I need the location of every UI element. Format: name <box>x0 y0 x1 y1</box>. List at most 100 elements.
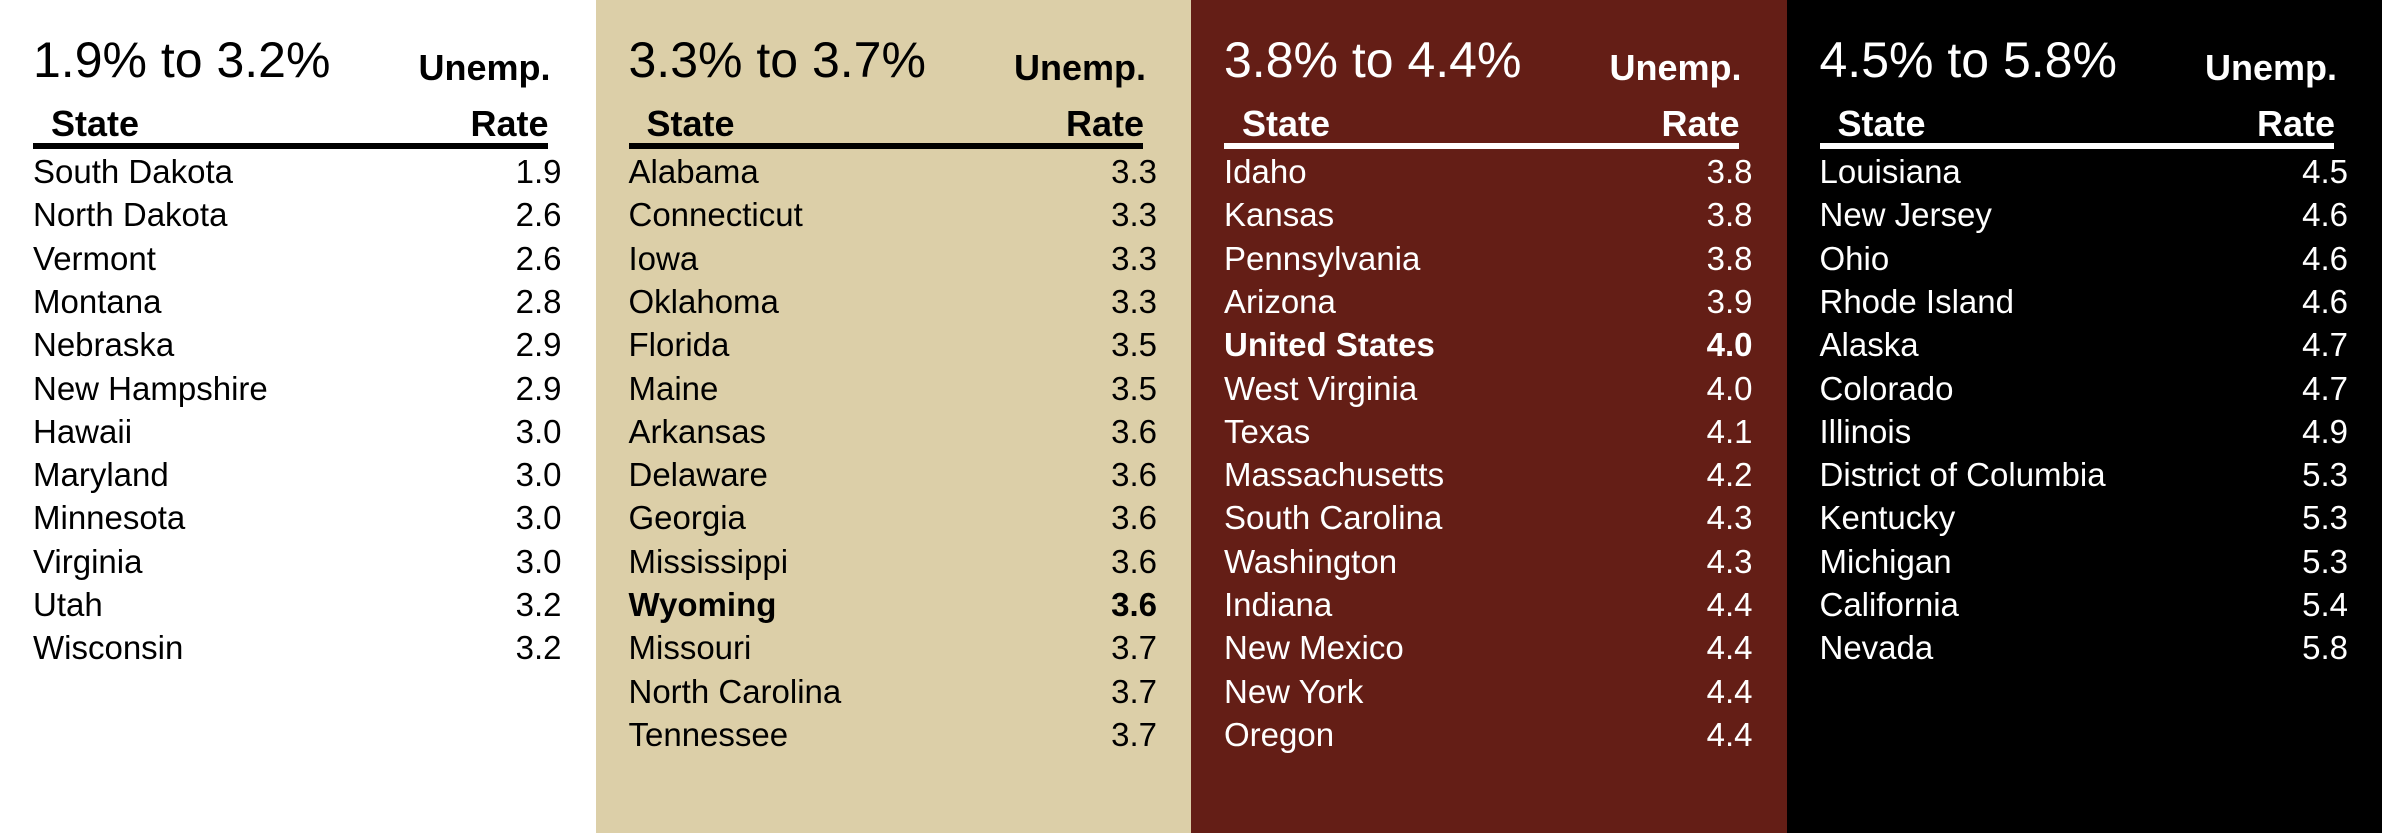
table-row: Kansas 3.8 <box>1224 193 1753 236</box>
range-panel-2: 3.3% to 3.7% Unemp. State Rate Alabama 3.3 Con… <box>595 0 1191 833</box>
rate-value: 3.3 <box>1111 153 1157 190</box>
rate-value: 2.9 <box>515 369 562 407</box>
header-rule <box>33 143 548 149</box>
rate-value: 2.8 <box>515 282 562 320</box>
state-name: Illinois <box>1819 412 1912 450</box>
rate-value: 4.6 <box>2302 239 2348 277</box>
rate-value: 3.0 <box>515 542 562 580</box>
rate-value: 4.4 <box>1706 629 1753 667</box>
state-column-header: State <box>51 103 140 144</box>
range-panel-1: 1.9% to 3.2% Unemp. State Rate South Dakota 1… <box>0 0 596 833</box>
table-row: Pennsylvania 3.8 <box>1224 237 1753 280</box>
rate-value: 3.2 <box>515 629 562 667</box>
table-row: New York 4.4 <box>1224 670 1753 713</box>
range-title: 3.8% to 4.4% <box>1224 32 1522 88</box>
rate-value: 2.6 <box>515 239 562 277</box>
table-row: West Virginia 4.0 <box>1224 367 1753 410</box>
table-row: Idaho 3.8 <box>1224 150 1753 193</box>
rate-value: 1.9 <box>515 153 562 190</box>
header-rule <box>1224 143 1739 149</box>
table-row: Missouri 3.7 <box>629 626 1158 669</box>
table-row: District of Columbia 5.3 <box>1820 453 2349 496</box>
table-row: Arizona 3.9 <box>1224 280 1753 323</box>
state-name: Rhode Island <box>1819 282 2014 320</box>
table-row: Virginia 3.0 <box>33 540 562 583</box>
rate-value: 3.8 <box>1706 239 1753 277</box>
state-name: Arizona <box>1224 282 1336 320</box>
rate-value: 3.3 <box>1111 239 1157 277</box>
state-name: New York <box>1224 672 1364 710</box>
table-row: North Carolina 3.7 <box>629 670 1158 713</box>
range-title: 3.3% to 3.7% <box>628 32 926 88</box>
state-name: Massachusetts <box>1224 456 1445 494</box>
table-row: Iowa 3.3 <box>629 237 1158 280</box>
table-row: Rhode Island 4.6 <box>1820 280 2349 323</box>
state-name: Texas <box>1224 412 1311 450</box>
state-name: Washington <box>1224 542 1398 580</box>
rate-column-header: Rate <box>1661 103 1740 144</box>
table-row: New Hampshire 2.9 <box>33 367 562 410</box>
table-row: Wyoming 3.6 <box>629 583 1158 626</box>
table-row: Tennessee 3.7 <box>629 713 1158 756</box>
rate-value: 4.5 <box>2302 153 2348 190</box>
rate-value: 4.7 <box>2302 369 2348 407</box>
rate-value: 4.7 <box>2302 326 2348 364</box>
rate-value: 3.0 <box>515 499 562 537</box>
state-name: West Virginia <box>1224 369 1418 407</box>
state-name: Delaware <box>628 456 768 494</box>
state-name: Louisiana <box>1819 153 1961 190</box>
state-name: California <box>1819 586 1959 623</box>
table-row: Delaware 3.6 <box>629 453 1158 496</box>
rate-value: 4.6 <box>2302 282 2348 320</box>
state-name: Oregon <box>1224 715 1335 753</box>
rate-value: 3.6 <box>1111 412 1157 450</box>
range-panel-4: 4.5% to 5.8% Unemp. State Rate Louisiana 4.5 N… <box>1786 0 2382 833</box>
table-row: Indiana 4.4 <box>1224 583 1753 626</box>
range-title: 1.9% to 3.2% <box>33 32 331 88</box>
rate-value: 4.0 <box>1706 369 1753 407</box>
rate-value: 4.4 <box>1706 586 1753 623</box>
rate-value: 5.3 <box>2302 542 2348 580</box>
state-name: Oklahoma <box>628 282 779 320</box>
rate-value: 5.3 <box>2302 499 2348 537</box>
state-name: South Carolina <box>1224 499 1443 537</box>
table-row: Ohio 4.6 <box>1820 237 2349 280</box>
state-column-header: State <box>646 103 735 144</box>
state-name: Missouri <box>628 629 752 667</box>
rate-value: 3.7 <box>1111 672 1157 710</box>
header-rule <box>1819 143 2334 149</box>
state-name: North Carolina <box>628 672 842 710</box>
state-name: Minnesota <box>33 499 186 537</box>
state-column-header: State <box>1242 103 1331 144</box>
table-row: Colorado 4.7 <box>1820 367 2349 410</box>
state-name: New Mexico <box>1224 629 1404 667</box>
state-name: North Dakota <box>33 196 228 234</box>
table-row: Nebraska 2.9 <box>33 323 562 366</box>
state-name: Montana <box>33 282 162 320</box>
table-row: California 5.4 <box>1820 583 2349 626</box>
state-name: District of Columbia <box>1819 456 2106 494</box>
state-name: Nebraska <box>33 326 175 364</box>
unemp-header: Unemp. <box>1609 47 1742 88</box>
table-row: Washington 4.3 <box>1224 540 1753 583</box>
table-row: Hawaii 3.0 <box>33 410 562 453</box>
table-row: Maryland 3.0 <box>33 453 562 496</box>
table-row: Georgia 3.6 <box>629 496 1158 539</box>
state-name: Georgia <box>628 499 746 537</box>
rate-value: 3.0 <box>515 456 562 494</box>
table-row: Wisconsin 3.2 <box>33 626 562 669</box>
rate-value: 4.3 <box>1706 499 1753 537</box>
unemp-header: Unemp. <box>2204 47 2337 88</box>
state-name: Kentucky <box>1819 499 1956 537</box>
rate-value: 3.0 <box>515 412 562 450</box>
state-name: Colorado <box>1819 369 1954 407</box>
unemp-header: Unemp. <box>1013 47 1146 88</box>
table-row: Louisiana 4.5 <box>1820 150 2349 193</box>
table-row: Minnesota 3.0 <box>33 496 562 539</box>
table-row: Vermont 2.6 <box>33 237 562 280</box>
rate-value: 4.3 <box>1706 542 1753 580</box>
state-name: Florida <box>628 326 730 364</box>
state-name: Pennsylvania <box>1224 239 1421 277</box>
rate-value: 4.4 <box>1706 672 1753 710</box>
